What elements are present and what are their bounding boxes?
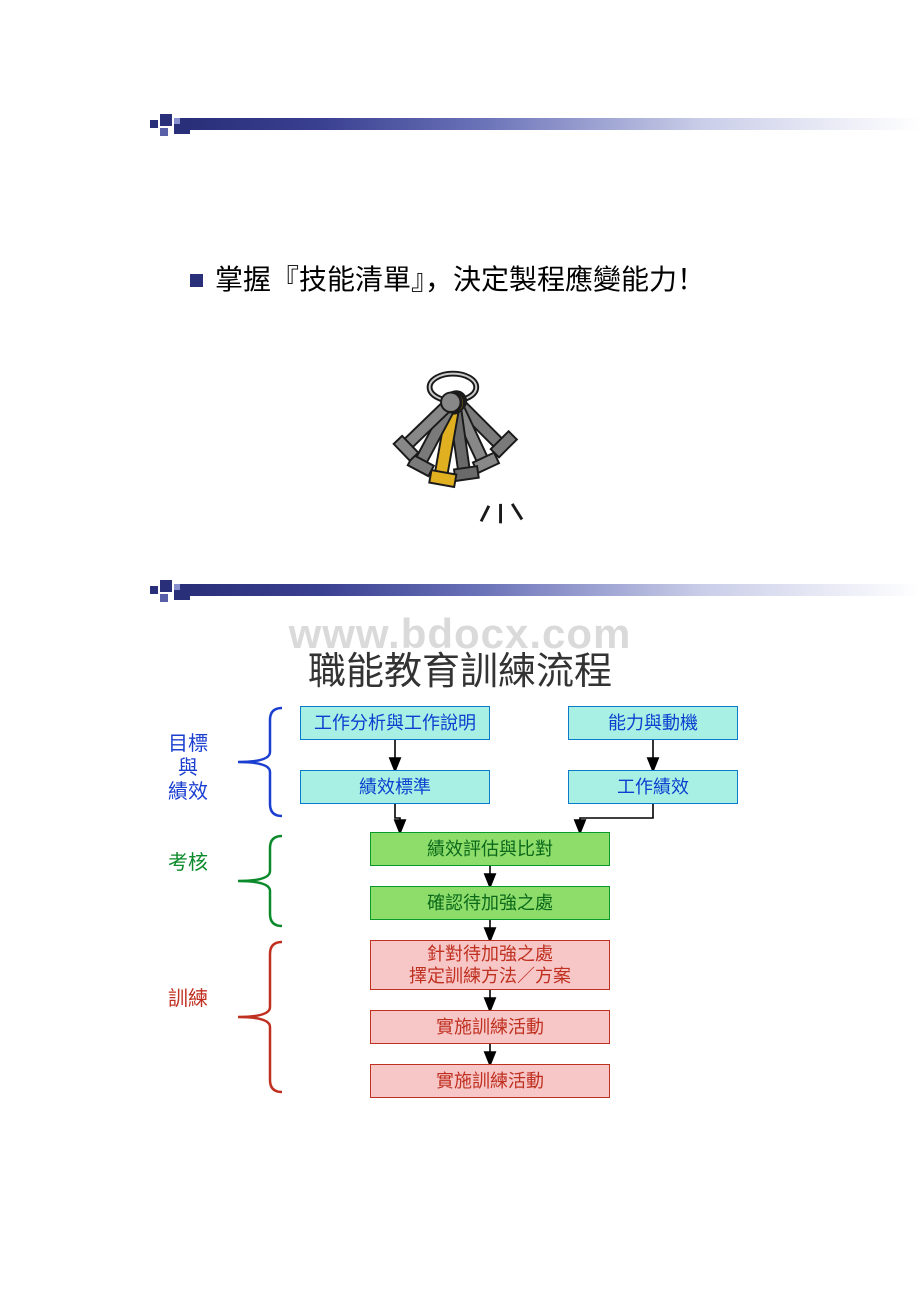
- flow-box-b2: 能力與動機: [568, 706, 738, 740]
- flow-box-b6: 確認待加強之處: [370, 886, 610, 920]
- slide-1: 掌握『技能清單』，決定製程應變能力！: [0, 0, 920, 560]
- flowchart-layer: 工作分析與工作說明 能力與動機績效標準 工作績效績效評估與比對確認待加強之處針對待加…: [0, 560, 920, 1302]
- bullet-text: 掌握『技能清單』，決定製程應變能力！: [215, 265, 705, 296]
- flow-box-b5: 績效評估與比對: [370, 832, 610, 866]
- stage-eval-label: 考核: [158, 851, 218, 875]
- bullet-square-icon: [190, 274, 203, 287]
- separator-bar-1: [140, 114, 920, 132]
- separator-pixel-logo: [150, 114, 195, 136]
- flow-box-b3: 績效標準: [300, 770, 490, 804]
- keys-clipart: [380, 360, 555, 535]
- flow-box-b8: 實施訓練活動: [370, 1010, 610, 1044]
- separator-gradient: [188, 118, 920, 130]
- stage-goal-label: 目標 與 績效: [158, 732, 218, 804]
- flow-box-b1: 工作分析與工作說明: [300, 706, 490, 740]
- flow-box-b7: 針對待加強之處 擇定訓練方法／方案: [370, 940, 610, 990]
- flow-box-b4: 工作績效: [568, 770, 738, 804]
- bullet-line: 掌握『技能清單』，決定製程應變能力！: [190, 258, 705, 298]
- slide-2: www.bdocx.com 職能教育訓練流程 工作分析與工作說明能力與動機績效標…: [0, 560, 920, 1302]
- stage-train-label: 訓練: [158, 987, 218, 1011]
- flow-box-b9: 實施訓練活動: [370, 1064, 610, 1098]
